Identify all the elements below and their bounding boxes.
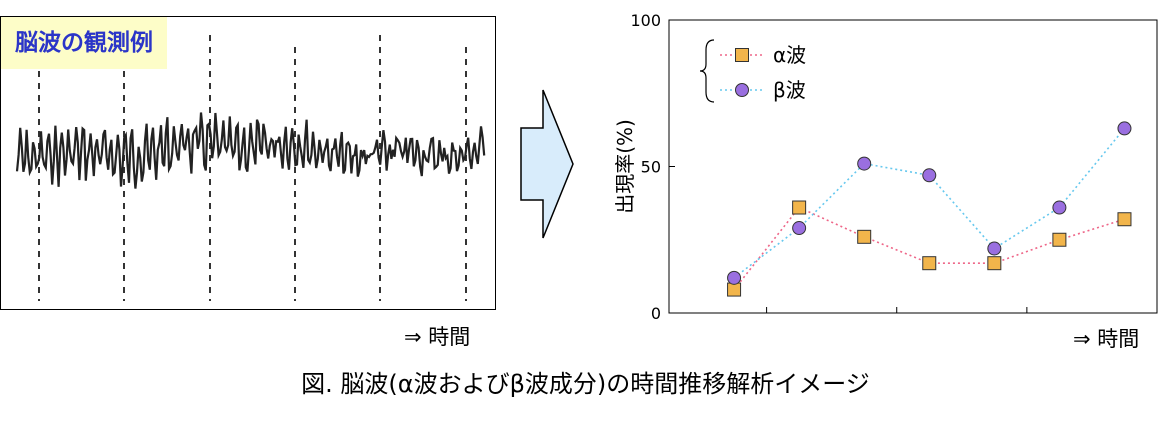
eeg-time-axis-label: ⇒ 時間 [404, 325, 471, 349]
y-tick-label: 100 [630, 11, 661, 30]
alpha-point [987, 256, 1002, 271]
beta-point [987, 241, 1002, 256]
legend-label: β波 [773, 78, 806, 102]
plot-area-frame [668, 19, 1158, 314]
beta-point [727, 270, 742, 285]
legend-beta-marker [735, 83, 749, 97]
chart-time-axis-label: ⇒ 時間 [1073, 327, 1140, 351]
alpha-point [1052, 232, 1067, 247]
y-tick-label: 50 [641, 158, 661, 177]
alpha-point [727, 282, 742, 297]
alpha-point [922, 256, 937, 271]
beta-point [1117, 121, 1132, 136]
eeg-title: 脳波の観測例 [1, 17, 167, 69]
y-axis-label: 出現率(%) [613, 119, 637, 214]
beta-point [922, 168, 937, 183]
alpha-point [1117, 212, 1132, 227]
eeg-waveform-plot [15, 35, 486, 301]
eeg-trace [15, 112, 486, 189]
y-tick-label: 0 [651, 304, 661, 323]
figure-caption: 図. 脳波(α波およびβ波成分)の時間推移解析イメージ [301, 370, 870, 398]
beta-point [792, 221, 807, 236]
legend-label: α波 [773, 43, 806, 67]
beta-point [1052, 200, 1067, 215]
eeg-example-panel: 脳波の観測例 [0, 16, 496, 310]
legend-alpha-marker [735, 48, 749, 62]
right-arrow-icon [520, 89, 574, 239]
alpha-point [792, 200, 807, 215]
alpha-point [857, 229, 872, 244]
series-line-alpha [733, 206, 1125, 291]
beta-point [857, 156, 872, 171]
legend-brace [699, 39, 715, 103]
